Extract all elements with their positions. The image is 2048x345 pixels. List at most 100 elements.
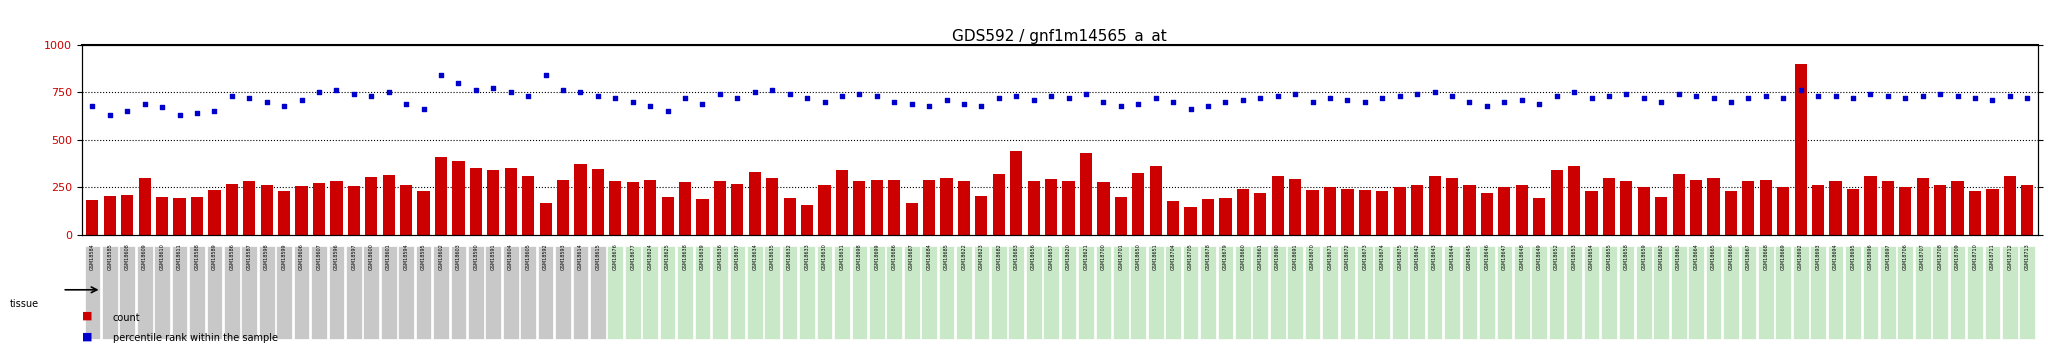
Bar [539, 203, 551, 235]
Bar [870, 179, 883, 235]
Point [948, 101, 981, 106]
FancyBboxPatch shape [625, 246, 641, 339]
FancyBboxPatch shape [938, 246, 954, 339]
FancyBboxPatch shape [1845, 246, 1862, 339]
Point [1243, 95, 1276, 101]
Text: GSM18658: GSM18658 [1624, 244, 1628, 270]
Text: GSM18713: GSM18713 [2025, 244, 2030, 270]
Point [1628, 95, 1661, 101]
Text: GSM18709: GSM18709 [1956, 244, 1960, 270]
FancyBboxPatch shape [539, 246, 553, 339]
FancyBboxPatch shape [1532, 246, 1546, 339]
FancyBboxPatch shape [1374, 246, 1391, 339]
Point [1993, 93, 2025, 99]
FancyBboxPatch shape [1880, 246, 1896, 339]
Point [1313, 95, 1346, 101]
FancyBboxPatch shape [1184, 246, 1198, 339]
Point [913, 103, 946, 108]
Text: GSM18654: GSM18654 [1589, 244, 1593, 270]
Point [129, 101, 162, 106]
Text: GSM18591: GSM18591 [492, 244, 496, 270]
Point [1645, 99, 1677, 105]
Text: GSM18610: GSM18610 [160, 244, 164, 270]
Bar [365, 177, 377, 235]
Point [1958, 95, 1991, 101]
FancyBboxPatch shape [258, 246, 274, 339]
Text: GSM18701: GSM18701 [1118, 244, 1124, 270]
Text: GSM18691: GSM18691 [1292, 244, 1298, 270]
Point [1837, 95, 1870, 101]
FancyBboxPatch shape [223, 246, 240, 339]
FancyBboxPatch shape [1288, 246, 1303, 339]
Bar [1307, 190, 1319, 235]
FancyBboxPatch shape [188, 246, 205, 339]
Text: GSM18630: GSM18630 [821, 244, 827, 270]
Bar [750, 172, 762, 235]
Text: GSM18663: GSM18663 [1675, 244, 1681, 270]
Point [442, 80, 475, 86]
FancyBboxPatch shape [102, 246, 117, 339]
Text: GSM18599: GSM18599 [283, 244, 287, 270]
Text: GSM18636: GSM18636 [717, 244, 723, 270]
Text: GSM18672: GSM18672 [1346, 244, 1350, 270]
Point [1524, 101, 1556, 106]
Text: GSM18674: GSM18674 [1380, 244, 1384, 270]
Bar [1534, 198, 1546, 235]
Text: GSM18653: GSM18653 [1571, 244, 1577, 270]
Point [373, 89, 406, 95]
Point [1489, 99, 1522, 105]
Text: GSM18597: GSM18597 [352, 244, 356, 270]
Point [389, 101, 422, 106]
Bar [1724, 191, 1737, 235]
Text: GSM18668: GSM18668 [1763, 244, 1767, 270]
Point [319, 88, 352, 93]
Point [1278, 91, 1311, 97]
FancyBboxPatch shape [1583, 246, 1599, 339]
Bar [434, 157, 446, 235]
Point [528, 72, 561, 78]
Bar [1010, 151, 1022, 235]
Text: GSM18679: GSM18679 [1223, 244, 1229, 270]
Bar [1237, 189, 1249, 235]
Point [721, 95, 754, 101]
Point [1018, 97, 1051, 102]
FancyBboxPatch shape [1270, 246, 1286, 339]
Text: GSM18585: GSM18585 [106, 244, 113, 270]
Point [459, 88, 492, 93]
Point [1802, 93, 1835, 99]
Text: GSM18696: GSM18696 [1868, 244, 1874, 270]
FancyBboxPatch shape [485, 246, 502, 339]
Bar [1829, 181, 1841, 235]
Bar [1202, 199, 1214, 235]
Point [1540, 93, 1573, 99]
FancyBboxPatch shape [956, 246, 973, 339]
Bar [557, 179, 569, 235]
Bar [854, 181, 866, 235]
Text: GSM18643: GSM18643 [1432, 244, 1438, 270]
Point [424, 72, 457, 78]
Bar [1430, 176, 1440, 235]
Bar [1481, 193, 1493, 235]
Bar [766, 178, 778, 235]
Point [1208, 99, 1241, 105]
Bar [330, 181, 342, 235]
FancyBboxPatch shape [469, 246, 483, 339]
Bar [1794, 64, 1806, 235]
Text: GSM18631: GSM18631 [840, 244, 844, 270]
FancyBboxPatch shape [1096, 246, 1112, 339]
Bar [715, 181, 727, 235]
Bar [1638, 187, 1651, 235]
Bar [731, 184, 743, 235]
Bar [209, 190, 221, 235]
Point [303, 89, 336, 95]
Text: GSM18651: GSM18651 [1153, 244, 1159, 270]
FancyBboxPatch shape [1950, 246, 1966, 339]
FancyBboxPatch shape [416, 246, 432, 339]
Text: GSM18609: GSM18609 [141, 244, 147, 270]
Bar [1917, 178, 1929, 235]
Point [408, 107, 440, 112]
FancyBboxPatch shape [1147, 246, 1163, 339]
Text: GSM18600: GSM18600 [369, 244, 375, 270]
Point [1262, 93, 1294, 99]
Bar [1063, 180, 1075, 235]
